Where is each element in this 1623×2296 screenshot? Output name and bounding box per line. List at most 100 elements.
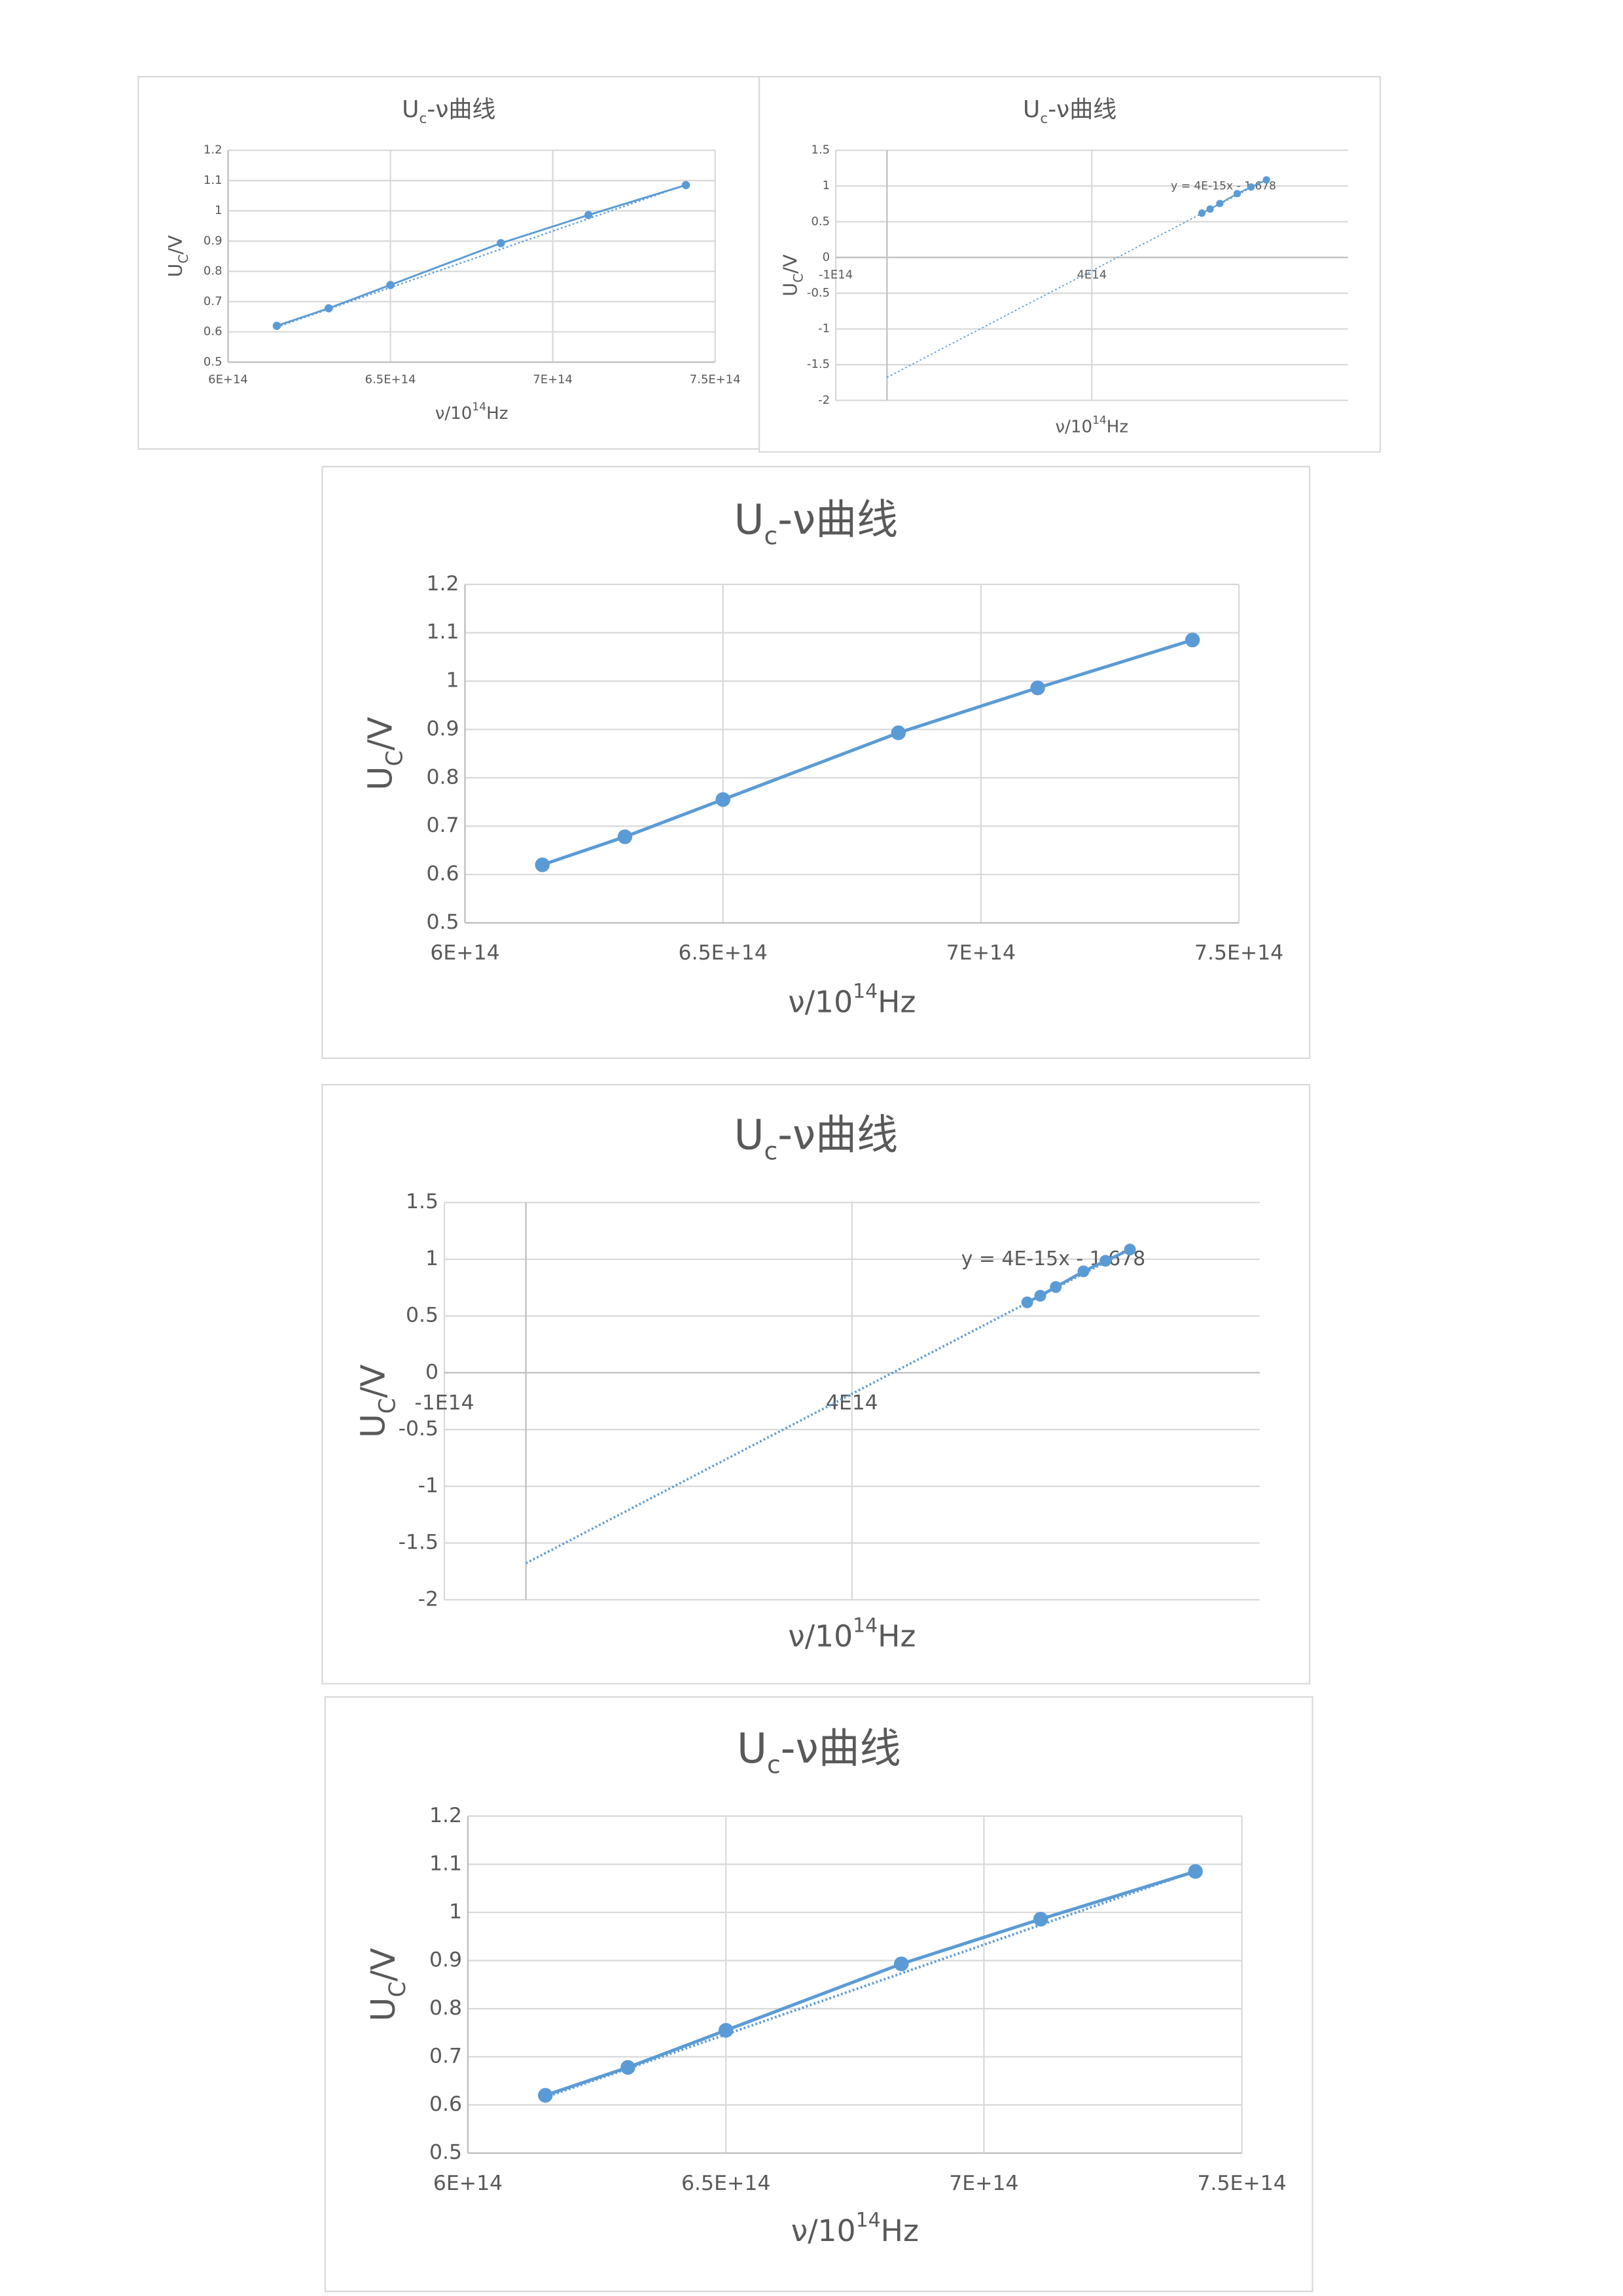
y-tick-label: 0.9 [429,1948,462,1971]
x-tick-label: 7.5E+14 [1197,2172,1286,2195]
text-part: U [737,1725,767,1772]
data-point [1050,1281,1062,1293]
y-tick-label: 1.2 [429,1804,462,1827]
y-tick-label: 1.1 [426,620,459,644]
text-part: /V [364,1947,402,1981]
y-tick-label: 1 [449,1900,462,1924]
text-part: ν/10 [435,404,473,423]
y-tick-label: 1 [446,669,459,692]
text-part: /V [353,1364,392,1398]
trendline [544,1869,1196,2099]
data-point [1033,1911,1048,1927]
chart-frame [758,76,1382,453]
chart-title: Uc-ν曲线 [402,96,495,126]
text-part: -ν曲线 [777,496,898,544]
data-point [496,239,505,247]
data-point [535,857,550,872]
y-tick-label: -2 [818,393,830,407]
y-tick-label: 0.7 [426,814,459,837]
text-part: Hz [878,984,916,1019]
data-point [1188,1864,1203,1879]
y-tick-label: 0 [823,250,830,264]
x-axis-label: ν/1014Hz [788,980,916,1020]
x-tick-label: 7E+14 [949,2172,1018,2195]
y-tick-label: 0.6 [204,325,223,338]
chart-title: Uc-ν曲线 [737,1725,901,1778]
x-tick-label: 6.5E+14 [365,372,416,386]
trendline-label: y = 4E-15x - 1.678 [961,1247,1146,1270]
x-tick-label: 4E14 [1077,268,1107,281]
text-part: c [767,1749,781,1778]
text-part: /V [164,235,187,255]
y-tick-label: 0.9 [426,717,459,740]
data-point [1247,183,1255,191]
data-point [386,281,395,289]
text-part: -ν曲线 [781,1725,901,1772]
data-point [891,725,906,740]
data-point [620,2060,635,2075]
series-line [544,1870,1196,2097]
y-tick-label: 1.2 [204,143,223,157]
data-point [538,2088,553,2103]
data-point [894,1956,909,1971]
y-axis-label: UC/V [353,1364,401,1438]
y-tick-label: 1 [215,204,222,217]
x-tick-label: 7.5E+14 [690,372,741,386]
text-part: 14 [472,401,486,414]
trendline [886,179,1267,378]
text-part: 14 [1092,414,1107,427]
x-axis-label: ν/1014Hz [1056,414,1129,437]
chart-frame [321,1084,1311,1685]
text-part: /V [779,254,802,274]
x-tick-label: 7E+14 [946,941,1016,965]
y-tick-label: 1.1 [204,173,223,187]
text-part: C [791,274,806,283]
text-part: ν/10 [788,1619,853,1653]
y-tick-label: 0.5 [406,1304,438,1327]
y-tick-label: -0.5 [399,1417,438,1441]
chart-title: Uc-ν曲线 [734,496,898,550]
text-part: c [764,521,778,550]
y-tick-label: -1 [818,322,830,336]
y-tick-label: 0.8 [204,264,223,278]
chart-title: Uc-ν曲线 [1023,96,1116,126]
text-part: ν/10 [788,984,853,1019]
text-part: Hz [878,1619,916,1653]
text-part: U [734,496,764,544]
y-tick-label: 1 [823,179,830,192]
text-part: Hz [486,404,508,423]
text-part: Hz [1107,417,1128,437]
y-tick-label: 0.5 [204,355,223,368]
data-point [718,2022,734,2038]
y-tick-label: 0.8 [426,765,459,789]
data-point [1206,205,1214,213]
y-tick-label: -1.5 [807,357,830,371]
text-part: 14 [856,2209,881,2232]
y-tick-label: -0.5 [807,286,830,300]
data-point [1030,680,1045,696]
y-tick-label: 1.2 [426,572,459,596]
chart-frame [321,465,1311,1059]
y-tick-label: 0.8 [429,1996,462,2020]
x-axis-label: ν/1014Hz [788,1615,916,1653]
text-part: -ν曲线 [427,96,495,123]
text-part: 14 [853,980,878,1003]
y-tick-label: 1 [425,1247,438,1270]
text-part: C [374,1398,401,1414]
text-part: 14 [853,1615,878,1638]
series-line [541,638,1193,867]
trendline-label: y = 4E-15x - 1.678 [1171,179,1276,192]
text-part: U [164,264,187,278]
text-part: U [1023,96,1040,123]
data-point [1077,1265,1090,1278]
y-tick-label: 1.5 [406,1190,438,1213]
text-part: -ν曲线 [777,1111,898,1158]
text-part: U [364,1998,402,2022]
y-tick-label: 1.5 [812,143,830,157]
data-point [325,304,333,313]
text-part: U [734,1111,764,1158]
x-tick-label: 6E+14 [430,941,499,965]
data-point [1216,200,1224,207]
